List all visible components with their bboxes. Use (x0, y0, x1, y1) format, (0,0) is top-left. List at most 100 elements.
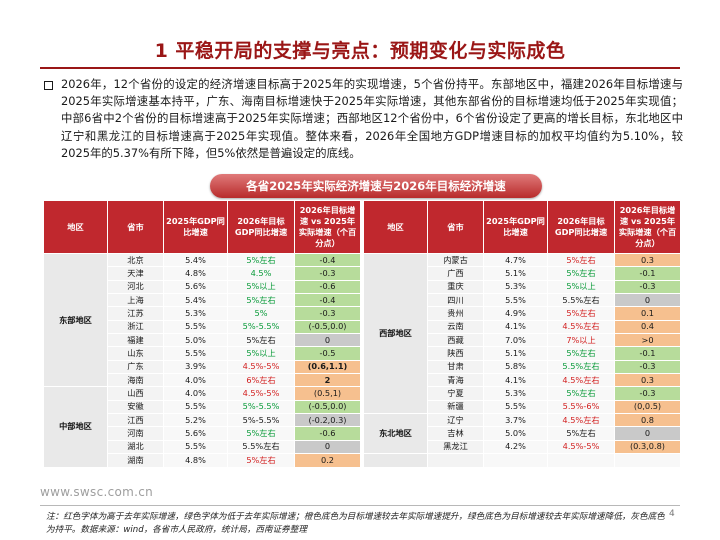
target-2026-cell: 5%左右 (227, 453, 295, 468)
diff-cell: -0.3 (294, 266, 361, 281)
gdp-2025-cell: 4.9% (483, 306, 548, 321)
table-row: 浙江 5.5% 5%-5.5% (-0.5,0.0) (44, 319, 361, 335)
diff-cell: (-0.2,0.3) (294, 413, 361, 428)
target-2026-cell: 5%左右 (227, 426, 295, 441)
gdp-2025-cell: 5.5% (163, 346, 228, 361)
target-2026-cell: 5%左右 (227, 293, 295, 308)
gdp-2025-cell: 4.0% (163, 386, 228, 401)
diff-cell: -0.6 (294, 426, 361, 441)
header-gdp-2025: 2025年GDP同比增速 (483, 200, 548, 254)
diff-cell: 0.8 (614, 413, 681, 428)
province-cell: 安徽 (107, 399, 164, 415)
diff-cell: -0.1 (614, 346, 681, 361)
target-2026-cell: 5%左右 (547, 252, 615, 268)
province-cell: 湖南 (107, 453, 164, 468)
diff-cell: (0.3,0.8) (614, 439, 681, 455)
table-row: 黑龙江 4.2% 4.5%-5% (0.3,0.8) (364, 439, 681, 455)
gdp-2025-cell: 4.2% (483, 439, 548, 455)
province-cell: 浙江 (107, 319, 164, 335)
diff-cell: >0 (614, 333, 681, 348)
target-2026-cell (547, 453, 615, 468)
gdp-2025-cell: 5.2% (163, 413, 228, 428)
diff-cell: -0.6 (294, 279, 361, 295)
table-row: 上海 5.4% 5%左右 -0.4 (44, 293, 361, 308)
gdp-2025-cell: 7.0% (483, 333, 548, 348)
gdp-2025-cell: 5.0% (163, 333, 228, 348)
diff-cell: -0.4 (294, 252, 361, 268)
gdp-2025-cell: 5.3% (483, 279, 548, 295)
province-cell: 辽宁 (427, 413, 484, 428)
gdp-2025-cell: 5.6% (163, 426, 228, 441)
province-cell: 江西 (107, 413, 164, 428)
region-cell: 东北地区 (363, 413, 428, 455)
header-target-2026: 2026年目标GDP同比增速 (227, 200, 295, 254)
table-row: 海南 4.0% 6%左右 2 (44, 373, 361, 388)
province-cell: 甘肃 (427, 359, 484, 375)
table-row: 西藏 7.0% 7%以上 >0 (364, 333, 681, 348)
header-diff: 2026年目标增速 vs 2025年实际增速（个百分点） (614, 200, 681, 254)
table-row: 河南 5.6% 5%左右 -0.6 (44, 426, 361, 441)
target-2026-cell: 5.5%左右 (547, 359, 615, 375)
province-cell: 新疆 (427, 399, 484, 415)
gdp-table-left: 地区 省市 2025年GDP同比增速 2026年目标GDP同比增速 2026年目… (43, 200, 361, 468)
gdp-2025-cell: 5.8% (483, 359, 548, 375)
target-2026-cell: 5.5%-6% (547, 399, 615, 415)
diff-cell: -0.5 (294, 346, 361, 361)
target-2026-cell: 6%左右 (227, 373, 295, 388)
province-cell: 吉林 (427, 426, 484, 441)
diff-cell: 0.2 (294, 453, 361, 468)
target-2026-cell: 4.5% (227, 266, 295, 281)
table-row: 甘肃 5.8% 5.5%左右 -0.3 (364, 359, 681, 375)
province-cell: 贵州 (427, 306, 484, 321)
province-cell: 青海 (427, 373, 484, 388)
diff-cell: (0.5,1) (294, 386, 361, 401)
title-divider (40, 67, 680, 69)
table-row: 广西 5.1% 5%左右 -0.1 (364, 266, 681, 281)
table-header-row: 地区 省市 2025年GDP同比增速 2026年目标GDP同比增速 2026年目… (43, 200, 361, 254)
gdp-2025-cell: 4.0% (163, 373, 228, 388)
table-row: 福建 5.0% 5%左右 0 (44, 333, 361, 348)
province-cell: 陕西 (427, 346, 484, 361)
target-2026-cell: 5%以上 (227, 279, 295, 295)
target-2026-cell: 5.5%左右 (227, 439, 295, 455)
region-cell: 东部地区 (43, 252, 108, 388)
diff-cell (614, 453, 681, 468)
province-cell: 四川 (427, 293, 484, 308)
header-region: 地区 (363, 200, 428, 254)
diff-cell: 0.3 (614, 252, 681, 268)
diff-cell: (0,0.5) (614, 399, 681, 415)
table-row: 西部地区 内蒙古 4.7% 5%左右 0.3 (363, 252, 681, 415)
table-row: 青海 4.1% 4.5%左右 0.3 (364, 373, 681, 388)
table-row: 山东 5.5% 5%以上 -0.5 (44, 346, 361, 361)
gdp-2025-cell: 5.4% (163, 252, 228, 268)
header-target-2026: 2026年目标GDP同比增速 (547, 200, 615, 254)
province-cell: 天津 (107, 266, 164, 281)
target-2026-cell: 5%左右 (227, 252, 295, 268)
header-region: 地区 (43, 200, 108, 254)
page-number: 4 (669, 509, 675, 519)
table-row: 宁夏 5.3% 5%左右 -0.3 (364, 386, 681, 401)
province-cell: 内蒙古 (427, 252, 484, 268)
target-2026-cell: 5%左右 (227, 333, 295, 348)
table-row: 吉林 5.0% 5%左右 0 (364, 426, 681, 441)
region-cell (363, 453, 428, 468)
diff-cell: (0.6,1.1) (294, 359, 361, 375)
diff-cell: 0 (614, 426, 681, 441)
target-2026-cell: 5.5%左右 (547, 293, 615, 308)
province-cell: 广西 (427, 266, 484, 281)
table-row: 安徽 5.5% 5%-5.5% (-0.5,0.0) (44, 399, 361, 415)
gdp-2025-cell: 4.7% (483, 252, 548, 268)
diff-cell: 0.3 (614, 373, 681, 388)
table-row: 东北地区 辽宁 3.7% 4.5%左右 0.8 (363, 413, 681, 455)
header-gdp-2025: 2025年GDP同比增速 (163, 200, 228, 254)
gdp-2025-cell: 5.4% (163, 293, 228, 308)
table-row: 湖南 4.8% 5%左右 0.2 (44, 453, 361, 468)
target-2026-cell: 7%以上 (547, 333, 615, 348)
diff-cell: 0 (614, 293, 681, 308)
table-title-banner: 各省2025年实际经济增速与2026年目标经济增速 (210, 174, 542, 198)
province-cell: 湖北 (107, 439, 164, 455)
target-2026-cell: 4.5%左右 (547, 413, 615, 428)
gdp-2025-cell: 3.7% (483, 413, 548, 428)
target-2026-cell: 5%-5.5% (227, 399, 295, 415)
target-2026-cell: 5%左右 (547, 266, 615, 281)
